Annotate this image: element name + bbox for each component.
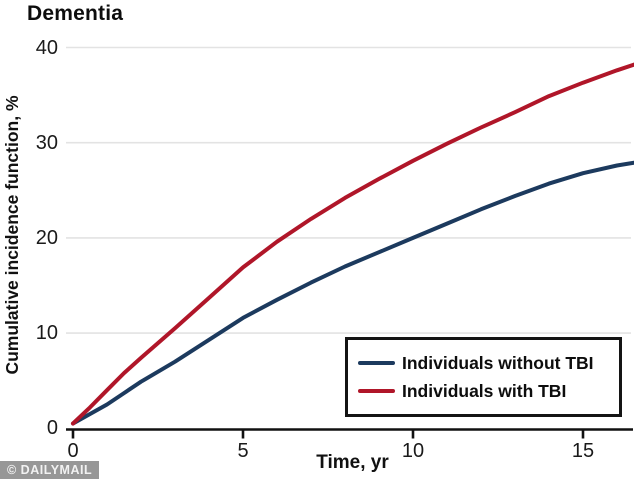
legend-label-without-tbi: Individuals without TBI <box>402 352 594 373</box>
legend-label-with-tbi: Individuals with TBI <box>402 380 567 401</box>
red-line-swatch <box>358 388 395 394</box>
x-tick-label: 5 <box>237 440 249 462</box>
y-tick-label: 30 <box>35 131 58 154</box>
y-tick-label: 0 <box>46 417 58 440</box>
x-tick-label: 10 <box>401 440 425 462</box>
y-tick-label: 40 <box>35 36 58 59</box>
legend-item-with-tbi: Individuals with TBI <box>358 379 619 403</box>
x-tick-label: 15 <box>571 440 595 462</box>
legend-item-without-tbi: Individuals without TBI <box>358 351 619 375</box>
series-line <box>71 160 634 426</box>
y-tick-label: 20 <box>35 226 58 249</box>
x-tick-label: 0 <box>67 440 79 462</box>
series-line <box>71 62 634 426</box>
dailymail-watermark: © DAILYMAIL <box>0 461 100 479</box>
y-tick-label: 10 <box>35 322 58 345</box>
chart-title: Dementia <box>27 2 124 25</box>
x-axis-label: Time, yr <box>316 452 389 473</box>
legend: Individuals without TBI Individuals with… <box>345 337 622 417</box>
navy-line-swatch <box>358 360 395 366</box>
